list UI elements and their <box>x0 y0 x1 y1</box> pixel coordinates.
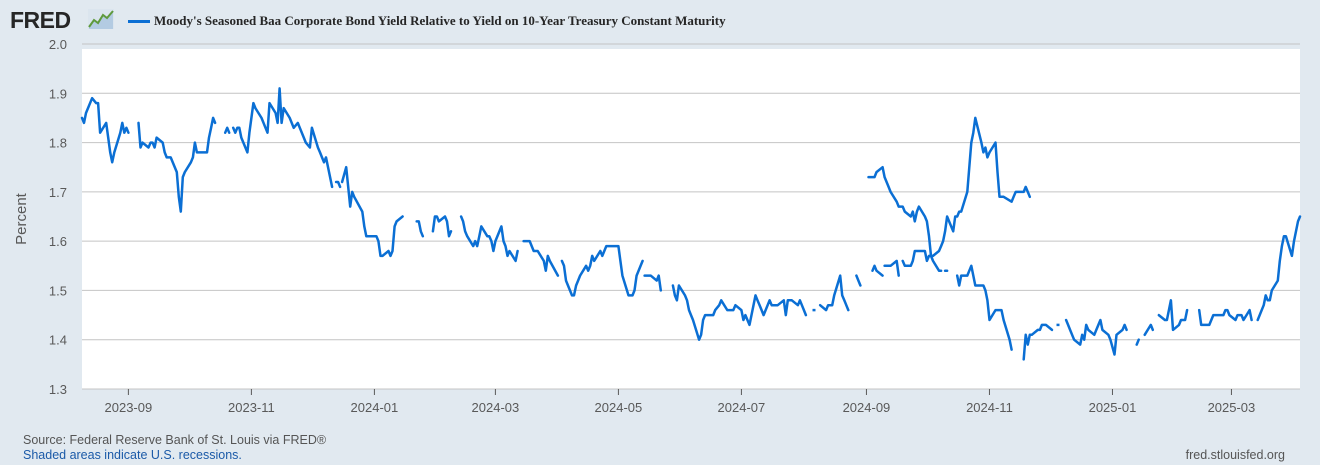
x-tick-label: 2025-03 <box>1208 400 1256 415</box>
x-axis-ticks: 2023-09 2023-11 2024-01 2024-03 2024-05 2024-… <box>105 389 1256 415</box>
series-segment <box>867 165 943 272</box>
x-tick-label: 2025-01 <box>1089 400 1137 415</box>
series-segment <box>818 274 850 312</box>
series-segment <box>334 180 342 189</box>
series-segment <box>431 215 453 238</box>
source-note: Source: Federal Reserve Bank of St. Loui… <box>23 433 327 447</box>
y-tick-label: 1.5 <box>49 283 67 298</box>
recession-note[interactable]: Shaded areas indicate U.S. recessions. <box>23 448 242 462</box>
y-tick-label: 1.8 <box>49 136 67 151</box>
x-tick-label: 2024-01 <box>351 400 399 415</box>
x-tick-label: 2023-11 <box>228 400 275 415</box>
series-segment <box>671 284 808 341</box>
x-tick-label: 2024-05 <box>595 400 643 415</box>
series-lines <box>80 87 1302 361</box>
series-segment <box>901 116 1032 268</box>
series-segment <box>871 264 884 277</box>
site-link[interactable]: fred.stlouisfed.org <box>1185 448 1285 462</box>
x-tick-label: 2024-09 <box>843 400 891 415</box>
series-segment <box>415 220 425 238</box>
y-tick-label: 1.7 <box>49 185 67 200</box>
y-axis-ticks: 1.3 1.4 1.5 1.6 1.7 1.8 1.9 2.0 <box>49 37 67 397</box>
fred-logo-graph-icon <box>88 9 114 29</box>
x-tick-label: 2024-11 <box>966 400 1013 415</box>
series-segment <box>955 264 1013 351</box>
gridlines <box>82 43 1300 390</box>
series-segment <box>137 116 217 213</box>
series-segment <box>223 126 231 134</box>
chart-header: FRED Moody's Seasoned Baa Corporate Bond… <box>0 0 1320 40</box>
series-segment <box>1064 318 1128 356</box>
series-segment <box>1022 323 1054 361</box>
series-segment <box>231 87 334 189</box>
fred-logo[interactable]: FRED <box>10 7 71 33</box>
y-tick-label: 1.4 <box>49 333 67 348</box>
y-tick-label: 1.6 <box>49 234 67 249</box>
legend-swatch <box>128 20 150 23</box>
series-segment <box>459 215 519 263</box>
series-segment <box>340 165 404 258</box>
series-segment <box>855 274 862 287</box>
series-segment <box>522 239 560 277</box>
series-segment <box>1197 308 1253 327</box>
series-segment <box>1157 299 1189 332</box>
series-segment <box>560 244 644 297</box>
series-segment <box>1256 215 1302 322</box>
y-axis-label: Percent <box>13 192 30 245</box>
x-tick-label: 2024-07 <box>718 400 766 415</box>
legend-label: Moody's Seasoned Baa Corporate Bond Yiel… <box>154 13 726 28</box>
x-tick-label: 2024-03 <box>472 400 520 415</box>
y-tick-label: 1.9 <box>49 86 67 101</box>
series-segment <box>1135 338 1140 346</box>
x-tick-label: 2023-09 <box>105 400 153 415</box>
series-segment <box>1143 323 1155 337</box>
series-segment <box>80 96 130 164</box>
plot-area <box>82 49 1300 389</box>
series-segment <box>643 274 663 292</box>
y-tick-label: 2.0 <box>49 37 67 52</box>
series-segment <box>883 259 900 277</box>
y-tick-label: 1.3 <box>49 382 67 397</box>
